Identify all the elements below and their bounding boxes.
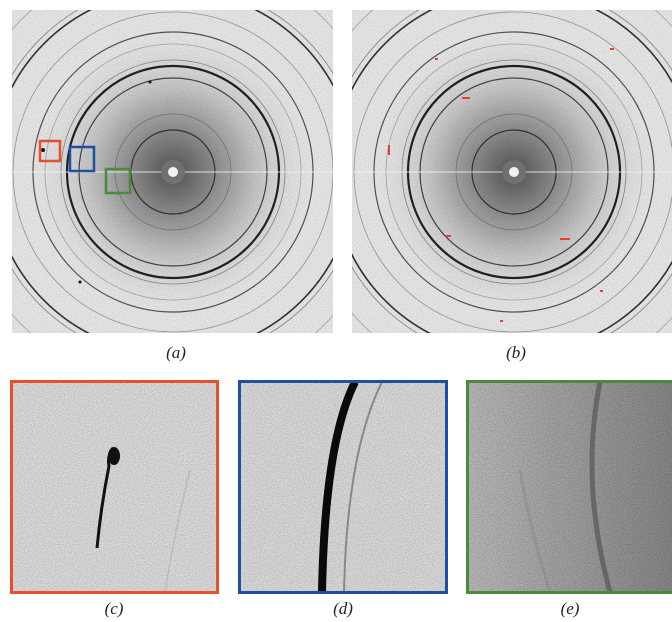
panel-a-image [0, 0, 388, 387]
panel-label: (d) [333, 599, 353, 618]
panel-b-image [299, 0, 672, 387]
panel-d-image [238, 380, 448, 594]
panel-label: (b) [506, 343, 526, 362]
panel-e-image [466, 380, 672, 594]
panel-label: (a) [166, 343, 186, 362]
panel-c-noise [10, 380, 219, 594]
panel-c-spot [108, 447, 120, 465]
panel-label: (e) [561, 599, 580, 618]
panel-label: (c) [105, 599, 124, 618]
figure: (a) (b) (c) (d) (e) [0, 0, 672, 622]
figure-page: (a) (b) (c) (d) (e) (() => { const data … [0, 0, 672, 622]
